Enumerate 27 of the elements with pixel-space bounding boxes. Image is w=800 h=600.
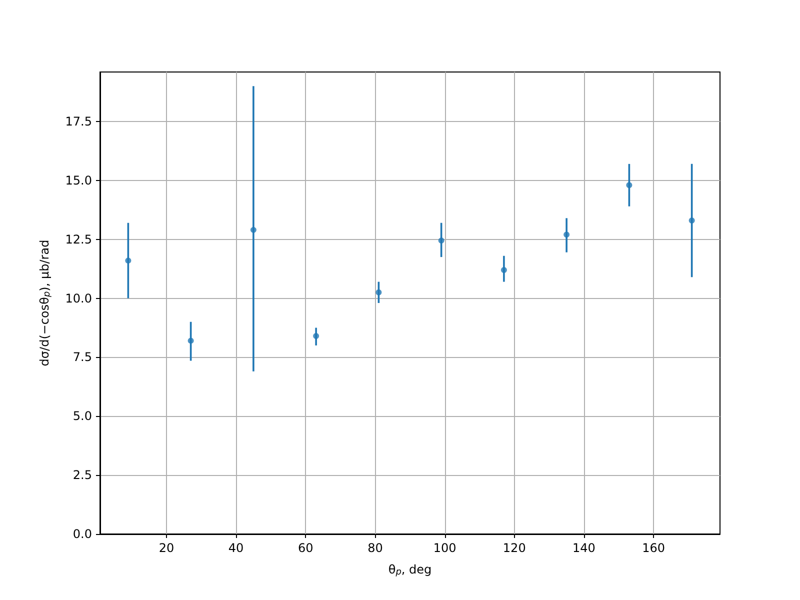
point (688, 218, 695, 224)
point (125, 258, 132, 264)
x-tick-label: 120 (502, 541, 526, 555)
y-tick-label: 0.0 (72, 527, 92, 541)
y-tick-label: 5.0 (72, 409, 92, 424)
point (626, 182, 632, 188)
x-tick-label: 40 (228, 541, 244, 555)
y-tick-label: 7.5 (72, 350, 92, 364)
y-tick-label: 15.0 (65, 173, 92, 188)
point (376, 289, 382, 296)
y-tick-label: 2.5 (72, 468, 92, 482)
x-tick-label: 20 (158, 541, 174, 555)
x-tick-label: 80 (368, 541, 383, 555)
y-tick-label: 17.5 (65, 114, 92, 128)
y-tick-label: 12.5 (65, 232, 92, 246)
x-tick-label: 160 (642, 541, 665, 555)
x-tick-label: 100 (433, 541, 456, 555)
x-tick-label: 140 (572, 541, 596, 555)
x-tick-label: 60 (298, 541, 314, 555)
point (564, 232, 570, 238)
y-tick-label: 10.0 (65, 291, 92, 306)
point (313, 333, 320, 339)
point (438, 238, 444, 244)
point (188, 338, 194, 344)
point (250, 226, 256, 233)
y-axis-title: dσ/d(−cosθp), μb/rad (38, 240, 52, 366)
point (500, 267, 507, 273)
